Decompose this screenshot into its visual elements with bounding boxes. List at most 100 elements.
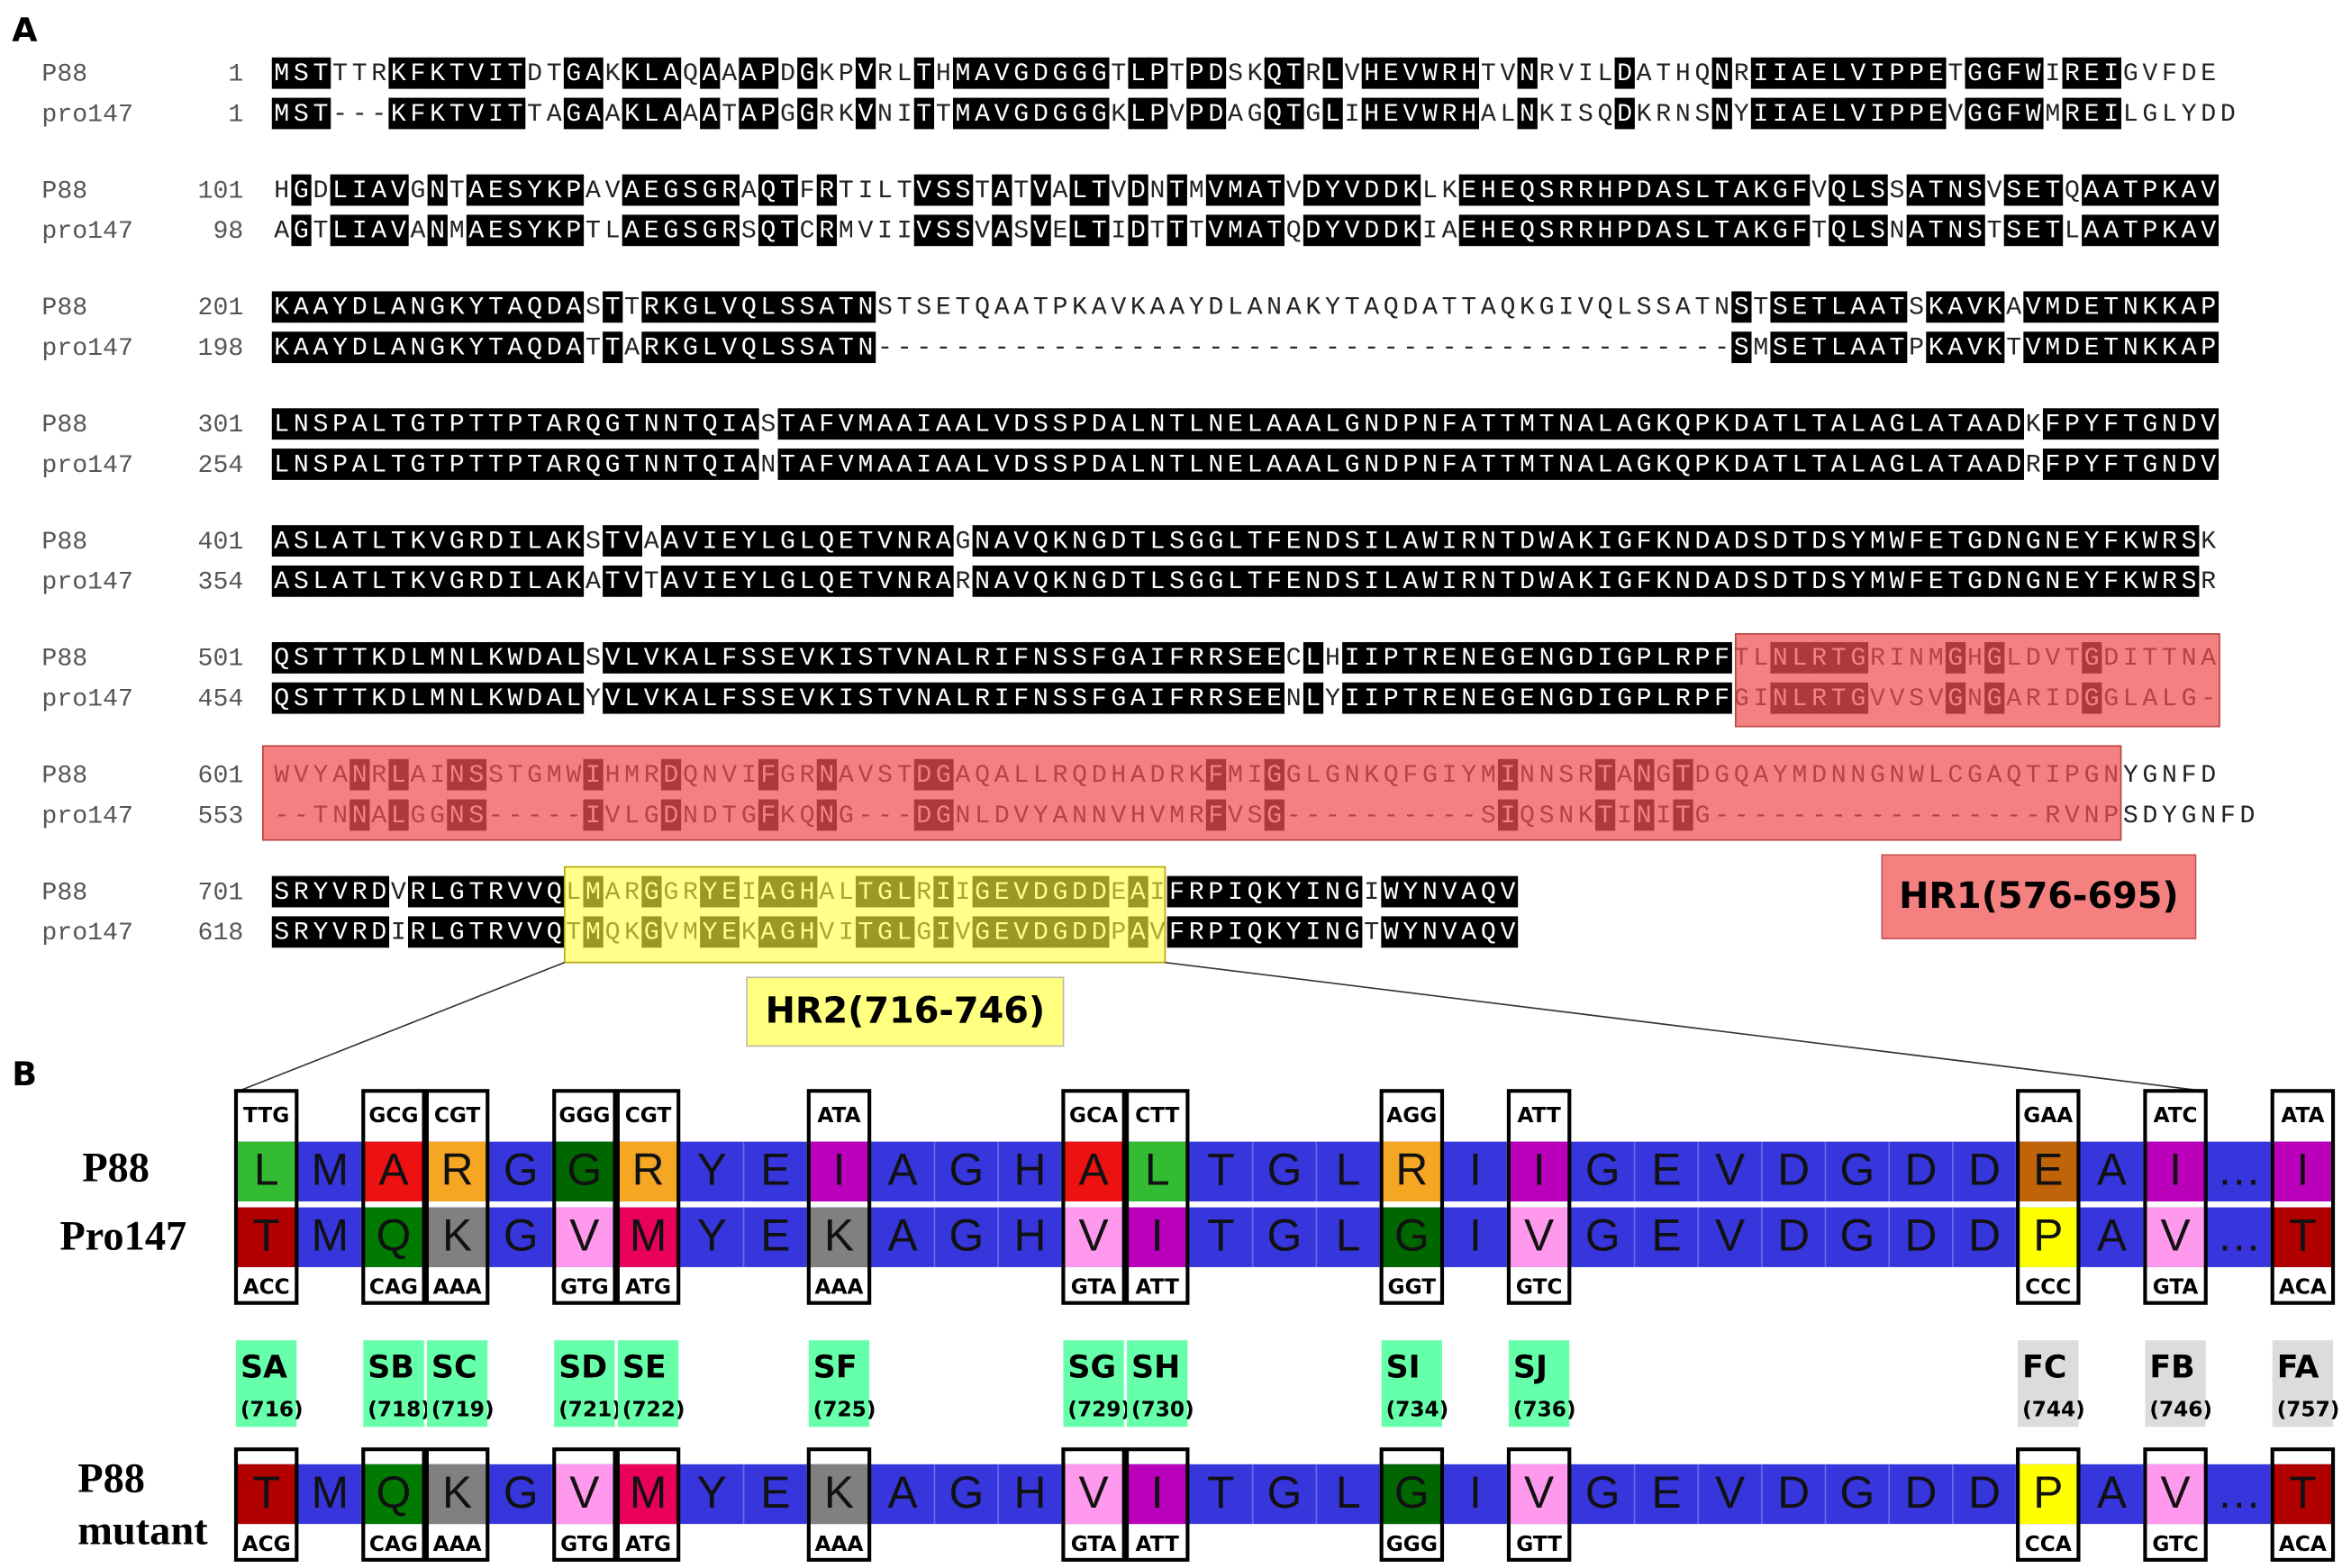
identity-shade [2082,57,2102,89]
identity-shade [1770,214,1791,247]
residue: A [888,1210,919,1261]
identity-shade [408,57,429,89]
identity-shade [388,57,409,89]
identity-shade [368,408,390,440]
residue: G [567,1145,603,1195]
identity-shade [1030,97,1051,130]
site-position: (736) [1513,1398,1576,1422]
identity-shade [913,214,935,247]
identity-shade [505,408,526,440]
identity-shade [680,331,701,364]
identity-shade [1809,97,1829,130]
identity-shade [408,408,429,440]
identity-shade [2023,97,2044,130]
identity-shade [544,291,565,323]
identity-shade [700,97,721,130]
identity-shade [1069,174,1090,206]
site-code: FB [2149,1350,2194,1386]
residue: G [1585,1145,1620,1195]
identity-shade [2082,174,2102,206]
identity-shade [758,57,779,89]
identity-shade [992,214,1012,247]
identity-shade [855,291,876,323]
hr1-region [1734,633,2220,728]
residue: I [1469,1210,1482,1261]
identity-shade [1906,97,1927,130]
identity-shade [1711,214,1732,247]
identity-shade [2023,331,2044,364]
codon: ATA [817,1103,860,1128]
residue: D [1968,1467,2001,1518]
identity-shade [1556,174,1577,206]
site-position: (730) [1131,1398,1194,1422]
identity-shade [1205,57,1227,89]
identity-shade [524,174,545,206]
identity-shade [505,97,526,130]
codon: GTA [2153,1275,2199,1300]
identity-shade [952,57,974,89]
identity-shade [2062,291,2083,323]
identity-shade [1693,214,1713,247]
identity-shade [1731,214,1752,247]
identity-shade [447,97,467,130]
identity-shade [1205,214,1227,247]
identity-shade [1264,97,1284,130]
identity-shade [1128,97,1148,130]
residue: D [1777,1210,1810,1261]
identity-shade [486,97,506,130]
identity-shade [1906,214,1927,247]
residue: Q [377,1210,412,1261]
residue-number: 501 [198,646,244,674]
residue-number: 601 [198,762,244,790]
identity-shade [1829,57,1849,89]
identity-shade [291,449,312,480]
identity-shade [1673,174,1693,206]
row-label: Pro147 [59,1214,186,1260]
residue: I [2169,1145,2182,1195]
identity-shade [2101,331,2122,364]
identity-shade [408,291,429,323]
identity-shade [1458,97,1480,130]
codon: ACA [2279,1275,2327,1300]
identity-shade [427,449,448,480]
codon: ATT [1517,1103,1561,1128]
identity-shade [310,57,331,89]
identity-shade [486,291,506,323]
identity-shade [271,57,293,89]
identity-shade [310,331,331,364]
identity-shade [2120,331,2141,364]
identity-shade [310,291,331,323]
sequence-name: P88 [41,60,87,88]
identity-shade [1400,57,1421,89]
identity-shade [992,97,1012,130]
identity-shade [1594,174,1616,206]
identity-shade [2101,57,2122,89]
identity-shade [1361,57,1382,89]
identity-shade [524,214,545,247]
site-code: FA [2277,1350,2319,1386]
identity-shade [1342,214,1363,247]
identity-shade [1186,97,1207,130]
identity-shade [660,291,682,323]
identity-shade [660,97,682,130]
codon: ATG [625,1532,671,1556]
identity-shade [603,331,623,364]
identity-shade [466,449,487,480]
codon: AAA [815,1532,864,1556]
identity-shade [797,331,818,364]
residue: I [1151,1467,1164,1518]
row-label: P88 [77,1455,145,1501]
identity-shade [1400,97,1421,130]
residue: G [949,1210,984,1261]
identity-shade [310,97,331,130]
residue: L [1145,1145,1170,1195]
site-code: SI [1386,1350,1421,1386]
identity-shade [2042,214,2064,247]
identity-shade [2159,291,2180,323]
site-position: (725) [813,1398,876,1422]
residue-number: 618 [198,920,244,947]
residue: A [2097,1145,2128,1195]
residue: M [312,1210,349,1261]
identity-shade [544,449,565,480]
identity-shade [408,331,429,364]
